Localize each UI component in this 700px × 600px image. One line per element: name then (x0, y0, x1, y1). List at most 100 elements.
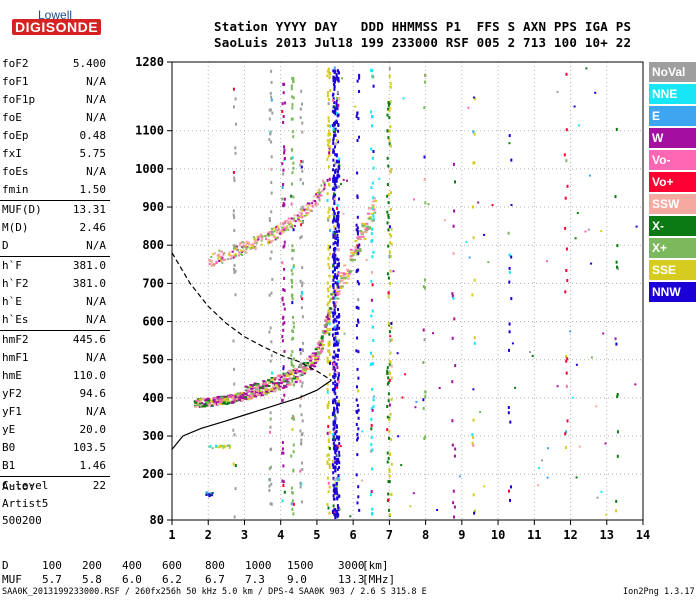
echo-point (282, 484, 285, 487)
param-label: h`F (2, 259, 22, 272)
echo-point (386, 113, 389, 117)
echo-point (269, 478, 272, 482)
echo-point (389, 351, 392, 355)
echo-point (616, 244, 619, 248)
echo-point (265, 384, 268, 387)
echo-point (332, 79, 335, 83)
echo-point (336, 453, 339, 457)
echo-point (576, 212, 579, 214)
echo-point (338, 174, 341, 178)
echo-point (287, 374, 291, 377)
echo-point (299, 208, 302, 211)
echo-point (321, 189, 324, 192)
echo-point (235, 122, 237, 126)
echo-point (594, 91, 597, 94)
echo-point (328, 463, 331, 467)
echo-point (370, 314, 373, 318)
echo-point (335, 293, 339, 296)
echo-point (361, 235, 365, 238)
echo-point (280, 380, 284, 383)
echo-point (336, 176, 339, 180)
echo-point (541, 459, 543, 462)
echo-point (270, 167, 273, 171)
param-row-foes: foEs N/A (0, 163, 108, 181)
muf-cell: 7.3 (245, 573, 265, 586)
echo-point (285, 378, 289, 381)
echo-point (355, 306, 358, 309)
echo-point (338, 326, 341, 330)
echo-point (331, 284, 334, 288)
echo-point (306, 361, 310, 364)
echo-point (343, 332, 346, 335)
echo-point (291, 76, 294, 80)
echo-point (282, 451, 285, 455)
echo-point (388, 67, 391, 71)
echo-point (292, 96, 295, 100)
echo-point (328, 177, 331, 181)
echo-point (203, 405, 207, 408)
echo-point (305, 212, 308, 214)
echo-point (343, 264, 347, 267)
echo-point (291, 225, 293, 229)
echo-point (335, 482, 338, 486)
legend-sse: SSE (649, 260, 696, 280)
echo-point (299, 352, 302, 355)
echo-point (365, 228, 369, 231)
echo-point (300, 223, 303, 227)
echo-point (291, 171, 294, 175)
echo-point (276, 225, 279, 228)
echo-point (336, 75, 338, 79)
echo-point (290, 486, 293, 490)
echo-point (432, 332, 434, 335)
echo-point (269, 417, 272, 421)
echo-point (267, 240, 270, 243)
echo-point (305, 367, 309, 370)
echo-point (307, 206, 310, 209)
echo-point (333, 363, 336, 366)
echo-point (369, 207, 373, 210)
echo-point (215, 399, 219, 402)
echo-point (327, 506, 330, 510)
echo-point (205, 491, 208, 494)
echo-point (326, 192, 329, 196)
param-label: B1 (2, 459, 16, 472)
echo-point (387, 291, 390, 295)
echo-point (357, 320, 360, 324)
echo-point (199, 402, 202, 405)
echo-point (333, 163, 336, 167)
echo-point (241, 254, 244, 256)
param-row-fof1p: foF1p N/A (0, 91, 108, 109)
echo-point (252, 391, 256, 393)
echo-point (388, 109, 391, 113)
echo-point (284, 372, 287, 375)
echo-point (332, 438, 335, 442)
echo-point (246, 386, 250, 389)
echo-point (331, 361, 334, 365)
echo-point (205, 404, 209, 407)
echo-point (508, 253, 511, 257)
echo-point (316, 203, 319, 206)
muf-cell: 3000 (338, 559, 365, 572)
echo-point (357, 376, 360, 380)
echo-point (306, 364, 310, 367)
echo-point (334, 281, 337, 285)
echo-point (372, 196, 375, 200)
echo-point (233, 229, 236, 232)
echo-point (329, 297, 333, 300)
echo-point (288, 223, 291, 226)
echo-point (386, 129, 389, 133)
echo-point (356, 139, 359, 142)
echo-point (275, 229, 278, 232)
echo-point (268, 293, 271, 297)
echo-point (231, 400, 235, 403)
echo-point (233, 216, 236, 219)
y-tick-label: 80 (150, 513, 164, 527)
param-label: fxI (2, 147, 22, 160)
echo-point (387, 103, 390, 107)
echo-point (370, 423, 373, 427)
echo-point (334, 311, 337, 315)
echo-point (211, 492, 214, 494)
echo-point (332, 98, 335, 102)
echo-point (297, 216, 300, 219)
echo-point (328, 151, 331, 155)
